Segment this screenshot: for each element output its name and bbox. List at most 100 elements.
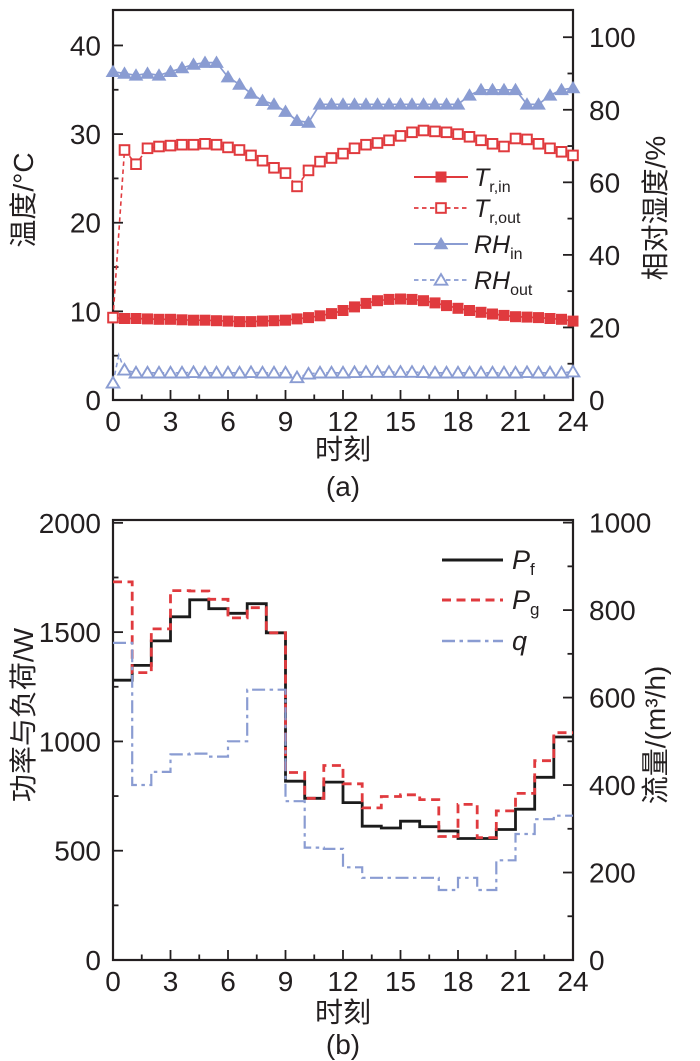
triangle-open-marker: [484, 365, 501, 379]
square-marker: [280, 314, 292, 326]
triangle-open-marker: [243, 364, 259, 379]
square-marker: [464, 305, 476, 317]
legend-label-P-f: Pf: [512, 545, 535, 579]
series-P-f: [113, 598, 573, 840]
ticks-b: [112, 521, 574, 961]
square-marker: [475, 306, 487, 318]
ticks-a: [112, 36, 574, 401]
square-open-marker: [130, 158, 142, 170]
x-axis-label-b: 时刻: [315, 997, 371, 1028]
x-tick-label: 15: [385, 966, 416, 997]
triangle-open-marker: [139, 365, 156, 379]
square-open-marker: [348, 142, 361, 155]
square-marker: [372, 295, 384, 307]
triangle-marker: [163, 64, 178, 78]
square-marker: [544, 313, 556, 325]
square-marker: [498, 309, 510, 321]
square-marker: [303, 312, 315, 324]
square-marker: [383, 293, 395, 305]
square-open-marker: [440, 126, 453, 139]
square-open-marker: [555, 146, 568, 158]
square-marker: [210, 315, 222, 327]
legend-label-RH-in: RHin: [474, 231, 523, 263]
triangle-marker: [565, 80, 581, 94]
x-tick-label: 18: [442, 966, 473, 997]
square-marker: [245, 316, 257, 328]
y-right-tick-label: 800: [589, 595, 636, 626]
square-open-marker: [268, 162, 280, 174]
square-marker: [441, 300, 453, 312]
triangle-open-marker: [231, 365, 248, 379]
square-marker: [360, 297, 372, 309]
x-tick-label: 18: [442, 406, 473, 437]
y-left-tick-label: 1000: [39, 726, 101, 757]
legend-b: Pf Pg q: [442, 545, 539, 656]
square-open-marker: [475, 134, 487, 147]
triangle-open-marker: [254, 365, 271, 379]
triangle-marker: [105, 64, 121, 78]
x-tick-label: 0: [105, 406, 121, 437]
series-RH-in: [105, 55, 581, 128]
chart-b: 0 3 6 9 12 15 18 21 2405001000150020000200400600…: [8, 508, 671, 1060]
triangle-open-marker: [323, 365, 340, 379]
triangle-marker: [433, 236, 449, 250]
square-open-marker: [222, 141, 234, 154]
triangle-marker: [496, 82, 512, 96]
square-open-marker: [256, 154, 269, 167]
triangle-open-marker: [266, 365, 282, 379]
triangle-open-marker: [433, 272, 449, 286]
triangle-open-marker: [335, 365, 351, 379]
square-open-marker: [394, 130, 407, 142]
series-T-r-out: [107, 124, 579, 324]
y-left-tick-label: 2000: [39, 508, 101, 539]
x-tick-label: 3: [163, 406, 179, 437]
triangle-marker: [439, 97, 454, 110]
x-tick-label: 21: [500, 966, 531, 997]
square-open-marker: [302, 164, 315, 177]
triangle-open-marker: [438, 365, 455, 379]
x-tick-label: 24: [557, 966, 588, 997]
y-left-tick-label: 30: [70, 119, 101, 150]
square-open-marker: [245, 149, 257, 162]
x-tick-labels-a: 0 3 6 9 12 15 18 21 24: [105, 406, 588, 437]
series-P-g: [113, 580, 573, 839]
y-left-tick-label: 10: [70, 296, 101, 327]
triangle-marker: [197, 55, 213, 68]
x-tick-labels-b: 0 3 6 9 12 15 18 21 24: [105, 966, 588, 997]
caption-a: (a): [326, 471, 360, 502]
triangle-open-marker: [427, 365, 443, 379]
y-right-tick-labels-a: 0 20 40 60 80 100: [589, 22, 636, 416]
series-RH-out: [105, 352, 581, 389]
y-left-tick-labels-a: 0 10 20 30 40: [70, 30, 101, 416]
square-open-marker: [199, 138, 211, 150]
square-open-marker: [176, 138, 188, 151]
triangle-marker: [186, 57, 201, 70]
square-open-marker: [164, 139, 177, 152]
square-marker: [326, 308, 338, 320]
square-marker: [257, 315, 269, 327]
square-marker: [510, 311, 522, 323]
triangle-marker: [485, 82, 500, 96]
legend-entry-T-r-out: Tr,out: [414, 195, 521, 227]
x-tick-label: 9: [278, 966, 294, 997]
y-right-tick-label: 60: [589, 167, 620, 198]
x-tick-label: 12: [327, 406, 358, 437]
y-right-tick-label: 1000: [589, 508, 651, 539]
square-marker: [176, 314, 188, 326]
square-open-marker: [337, 147, 349, 160]
series-line-P-g: [113, 580, 573, 839]
y-right-axis-label-a: 相对湿度/%: [640, 136, 671, 281]
square-open-marker: [509, 132, 522, 145]
triangle-open-marker: [220, 365, 236, 379]
square-open-marker: [429, 125, 441, 138]
triangle-marker: [255, 93, 270, 107]
square-open-marker: [279, 167, 292, 179]
triangle-open-marker: [208, 365, 225, 379]
triangle-marker: [370, 97, 385, 110]
triangle-open-marker: [312, 365, 328, 379]
triangle-marker: [531, 97, 546, 110]
series-line-q: [113, 641, 573, 892]
square-marker: [291, 313, 303, 325]
square-marker: [429, 297, 441, 309]
triangle-marker: [232, 77, 247, 90]
